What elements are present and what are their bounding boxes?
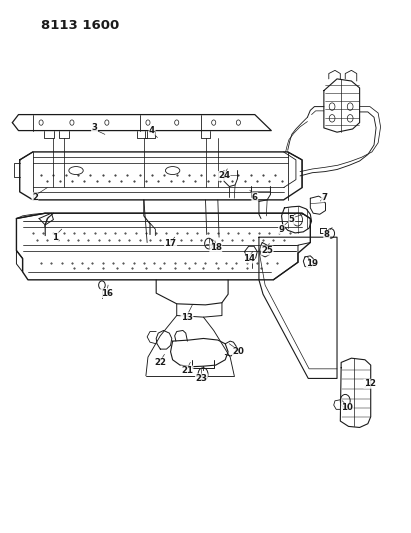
Text: 22: 22	[154, 358, 166, 367]
Text: 14: 14	[242, 254, 255, 263]
Text: 2: 2	[32, 193, 38, 201]
Text: 13: 13	[181, 313, 193, 321]
Text: 23: 23	[195, 374, 208, 383]
Text: 1: 1	[53, 233, 58, 241]
Text: 16: 16	[101, 289, 113, 297]
Text: 18: 18	[210, 244, 222, 252]
Text: 21: 21	[181, 366, 193, 375]
Text: 8: 8	[324, 230, 330, 239]
Text: 17: 17	[164, 239, 177, 248]
Text: 7: 7	[322, 193, 328, 201]
Text: 20: 20	[233, 348, 244, 356]
Text: 9: 9	[279, 225, 284, 233]
Text: 25: 25	[261, 246, 273, 255]
Text: 8113 1600: 8113 1600	[41, 19, 119, 31]
Text: 3: 3	[92, 124, 97, 132]
Text: 12: 12	[364, 379, 376, 388]
Text: 24: 24	[218, 172, 230, 180]
Text: 5: 5	[289, 215, 295, 224]
Text: 6: 6	[252, 193, 258, 201]
Text: 10: 10	[342, 403, 353, 412]
Text: 19: 19	[306, 260, 319, 268]
Text: 4: 4	[149, 126, 155, 135]
